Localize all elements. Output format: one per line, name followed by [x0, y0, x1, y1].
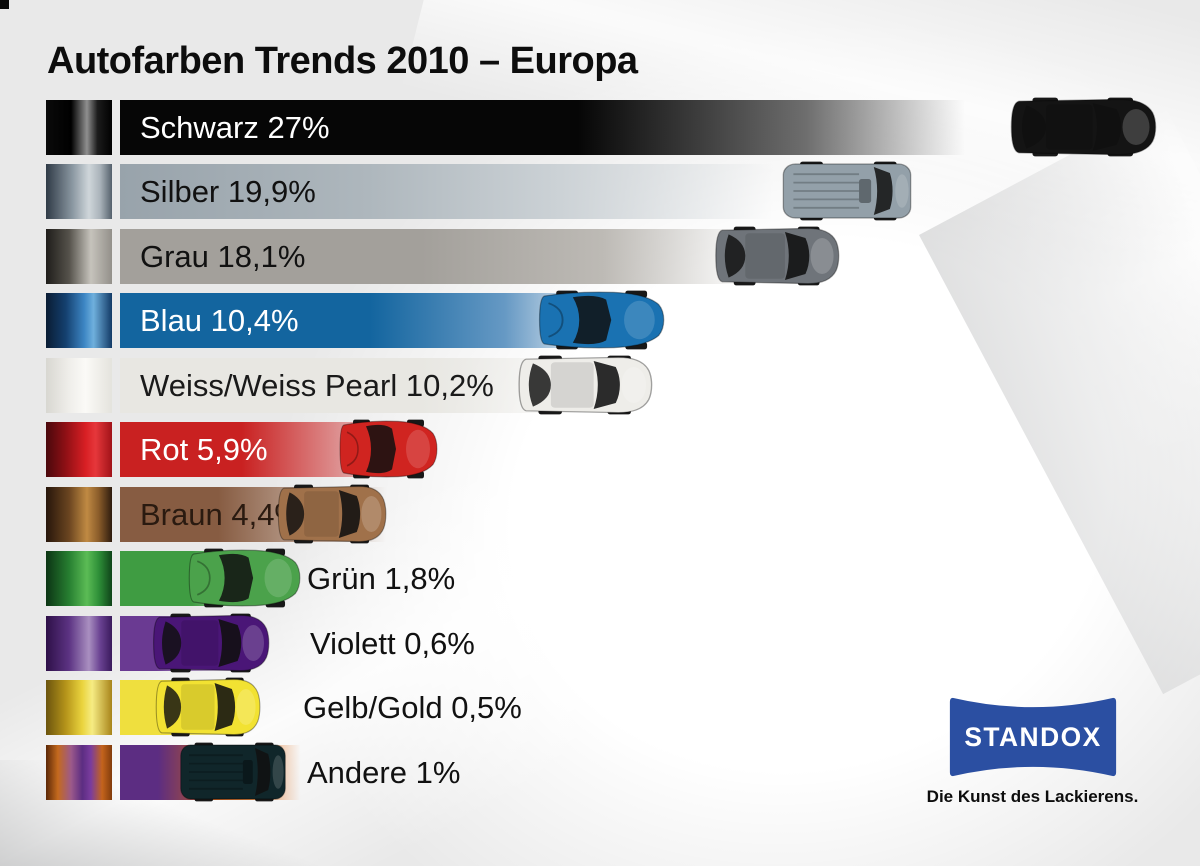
chart-row-gelb-gold: Gelb/Gold 0,5% — [0, 680, 1200, 735]
color-swatch — [46, 551, 112, 606]
color-swatch — [46, 164, 112, 219]
color-swatch — [46, 680, 112, 735]
color-swatch — [46, 229, 112, 284]
standox-logo-bowtie: STANDOX — [949, 697, 1116, 777]
bar-label: Silber 19,9% — [140, 174, 316, 209]
car-icon — [515, 355, 653, 415]
car-icon — [187, 548, 301, 608]
color-swatch — [46, 616, 112, 671]
bar — [120, 229, 790, 284]
chart-title: Autofarben Trends 2010 – Europa — [47, 40, 638, 82]
bar — [120, 164, 830, 219]
bar-label: Andere 1% — [307, 755, 461, 790]
chart-row-weiss: Weiss/Weiss Pearl 10,2% — [0, 358, 1200, 413]
chart-row-andere: Andere 1% — [0, 745, 1200, 800]
bar-label: Blau 10,4% — [140, 303, 299, 338]
color-swatch — [46, 487, 112, 542]
standox-brand-text: STANDOX — [964, 722, 1101, 752]
corner-mark — [0, 0, 9, 9]
standox-logo-shape — [949, 697, 1116, 777]
chart-row-braun: Braun 4,4% — [0, 487, 1200, 542]
chart-row-gruen: Grün 1,8% — [0, 551, 1200, 606]
color-swatch — [46, 358, 112, 413]
car-icon — [150, 613, 270, 673]
standox-tagline: Die Kunst des Lackierens. — [926, 787, 1139, 806]
bar-label: Violett 0,6% — [310, 626, 475, 661]
car-icon — [712, 226, 840, 286]
color-swatch — [46, 745, 112, 800]
bar-label: Weiss/Weiss Pearl 10,2% — [140, 368, 494, 403]
car-icon — [1007, 97, 1157, 157]
bar-label: Rot 5,9% — [140, 432, 268, 467]
bar — [120, 100, 1000, 155]
standox-logo: STANDOX Die Kunst des Lackierens. — [905, 693, 1160, 807]
car-icon — [780, 161, 914, 221]
bar-label: Schwarz 27% — [140, 110, 330, 145]
car-icon — [178, 742, 288, 802]
bar-label: Gelb/Gold 0,5% — [303, 690, 522, 725]
car-icon — [275, 484, 387, 544]
chart-row-rot: Rot 5,9% — [0, 422, 1200, 477]
color-swatch — [46, 293, 112, 348]
chart-row-violett: Violett 0,6% — [0, 616, 1200, 671]
car-icon — [537, 290, 665, 350]
bar-label: Grau 18,1% — [140, 239, 306, 274]
chart-row-schwarz: Schwarz 27% — [0, 100, 1200, 155]
chart-row-blau: Blau 10,4% — [0, 293, 1200, 348]
chart-row-silber: Silber 19,9% — [0, 164, 1200, 219]
car-icon — [153, 677, 261, 737]
color-swatch — [46, 422, 112, 477]
car-icon — [338, 419, 438, 479]
chart-row-grau: Grau 18,1% — [0, 229, 1200, 284]
color-swatch — [46, 100, 112, 155]
bar-label: Braun 4,4% — [140, 497, 302, 532]
bar-label: Grün 1,8% — [307, 561, 456, 596]
